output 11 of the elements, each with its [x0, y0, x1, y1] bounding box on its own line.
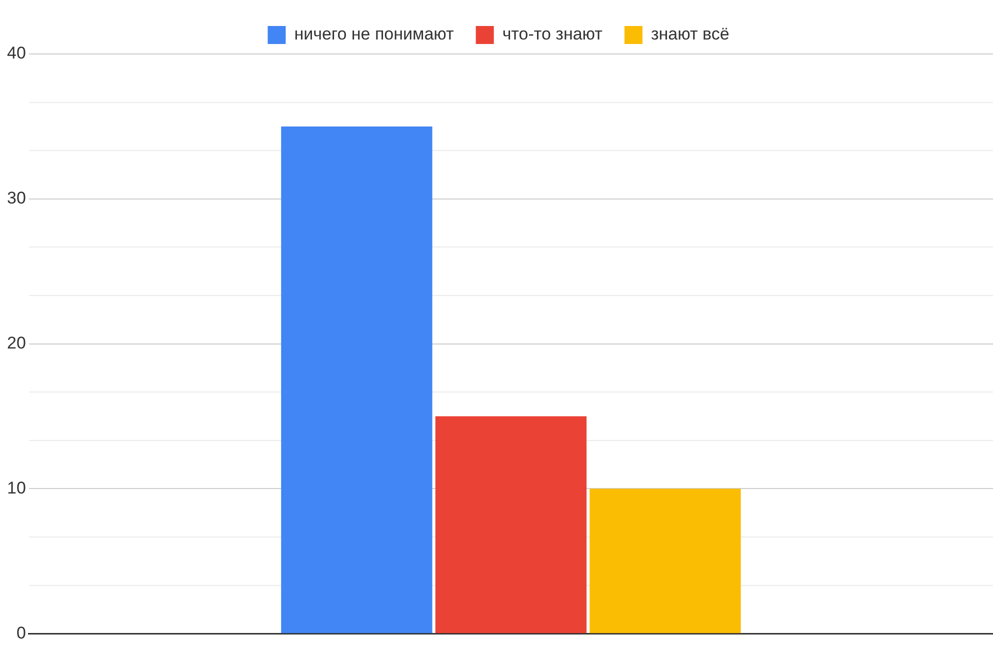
y-tick-label: 20: [6, 333, 26, 352]
legend-label: что-то знают: [502, 24, 603, 44]
y-tick-label: 30: [6, 188, 26, 208]
legend-label: знают всё: [650, 24, 730, 44]
bar: [281, 126, 432, 634]
y-tick-label: 0: [16, 623, 26, 642]
bar: [590, 488, 741, 634]
y-tick-label: 40: [6, 44, 26, 63]
bar: [435, 416, 587, 634]
y-tick-label: 10: [6, 478, 26, 498]
legend-label: ничего не понимают: [294, 24, 454, 44]
